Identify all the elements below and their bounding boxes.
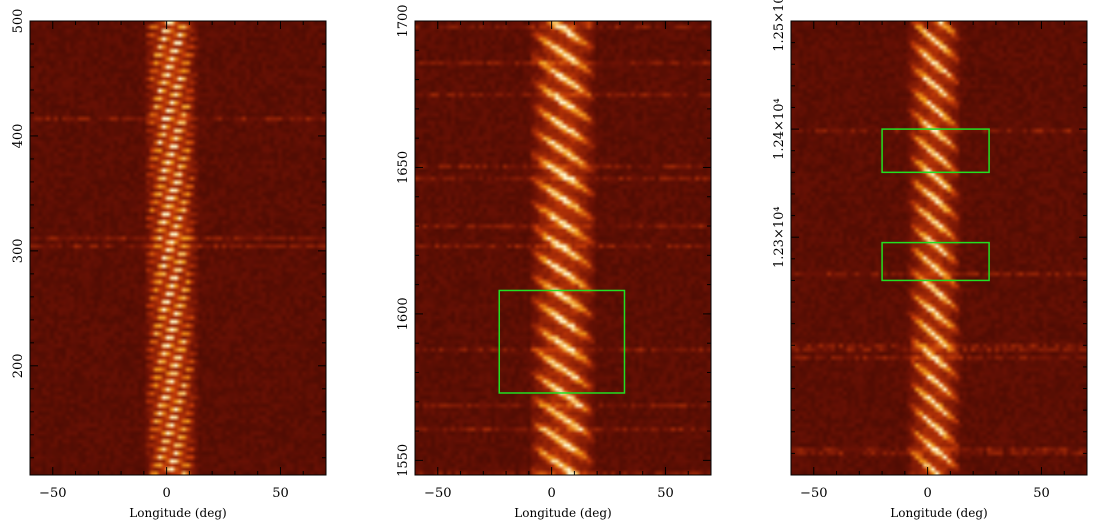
y-tick-label: 200 (11, 353, 26, 378)
chart-panel-3: −50 0 50 1.23×10⁴ 1.24×10⁴ 1.25×10⁴ Longitude … (772, 0, 1088, 520)
y-tick-label: 1.23×10⁴ (772, 206, 787, 268)
chart-panel-1: −50 0 50 200 300 400 500 Longitude (deg) (11, 9, 327, 520)
highlight-box-2 (881, 241, 990, 282)
x-tick-label: −50 (800, 486, 827, 501)
y-tick-label: 1600 (396, 297, 411, 330)
plot-frame (790, 20, 1088, 476)
x-tick-label: 50 (272, 486, 289, 501)
y-tick-label: 1700 (396, 4, 411, 37)
y-tick-label: 1550 (396, 444, 411, 477)
y-tick-label: 1.25×10⁴ (772, 0, 787, 52)
y-tick-label: 300 (11, 238, 26, 263)
chart-panel-2: −50 0 50 1550 1600 1650 1700 Longitude (deg) (396, 4, 712, 520)
plot-frame (29, 20, 327, 476)
x-axis-title: Longitude (deg) (890, 506, 987, 520)
x-tick-label: 50 (1033, 486, 1050, 501)
y-tick-label: 1650 (396, 151, 411, 184)
x-tick-label: −50 (424, 486, 451, 501)
x-tick-label: −50 (39, 486, 66, 501)
highlight-box-1 (881, 128, 990, 174)
plot-frame (414, 20, 712, 476)
x-tick-label: 0 (923, 486, 931, 501)
x-tick-label: 50 (657, 486, 674, 501)
x-tick-label: 0 (162, 486, 170, 501)
heatmap-image (30, 21, 326, 475)
y-tick-label: 1.24×10⁴ (772, 98, 787, 160)
x-axis-title: Longitude (deg) (129, 506, 226, 520)
heatmap-image (415, 21, 711, 475)
x-axis-title: Longitude (deg) (514, 506, 611, 520)
y-tick-label: 500 (11, 9, 26, 34)
y-tick-label: 400 (11, 124, 26, 149)
x-tick-label: 0 (547, 486, 555, 501)
highlight-box-1 (498, 289, 626, 394)
heatmap-image (791, 21, 1087, 475)
